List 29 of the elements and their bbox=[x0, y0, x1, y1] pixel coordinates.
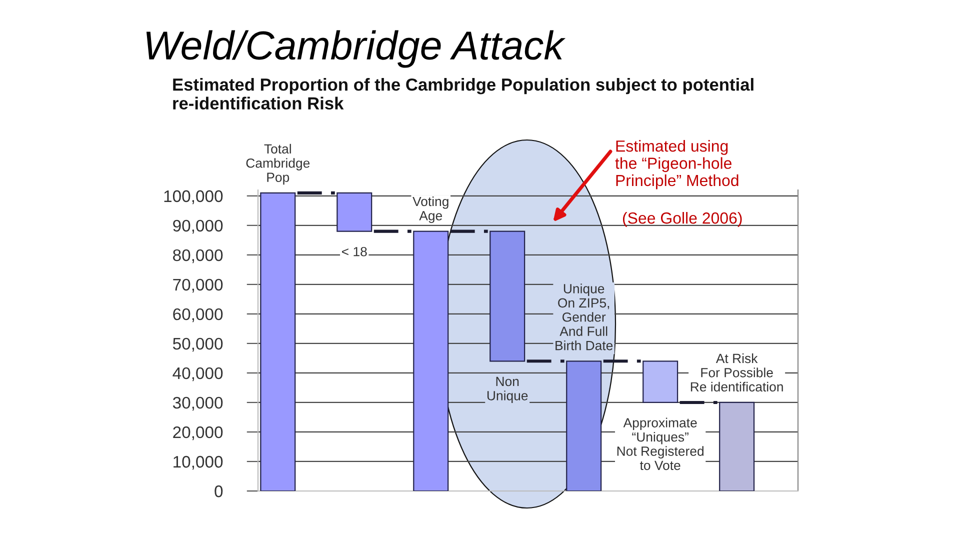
x-tick-label: Approximate “Uniques” Not Registered to Vote bbox=[617, 418, 704, 470]
y-tick-label: 40,000 bbox=[172, 367, 223, 382]
y-tick-label: 100,000 bbox=[164, 190, 223, 204]
y-tick-label: 90,000 bbox=[173, 220, 223, 234]
y-tick-label: 10,000 bbox=[174, 456, 223, 470]
x-tick-label: < 18 bbox=[342, 246, 367, 256]
x-tick-label: Non Unique bbox=[487, 376, 528, 403]
y-tick-label: 60,000 bbox=[173, 308, 223, 322]
bar bbox=[490, 230, 526, 362]
y-tick-label: 20,000 bbox=[173, 426, 223, 440]
chart-title: Weld/Cambridge Attack bbox=[146, 30, 566, 68]
annotation: (See Golle 2006) bbox=[622, 212, 742, 227]
bar bbox=[719, 402, 755, 491]
y-tick-label: 0 bbox=[214, 485, 223, 498]
y-tick-label: 70,000 bbox=[173, 278, 223, 293]
x-tick-label: At Risk For Possible Re identification bbox=[690, 353, 783, 392]
text: Estimated using the “Pigeon-hole Principle” Method bbox=[615, 140, 738, 190]
x-tick-label: Unique On ZIP5, Gender And Full Birth Date bbox=[556, 284, 613, 350]
y-tick-label: 50,000 bbox=[172, 338, 223, 352]
bar bbox=[642, 360, 678, 404]
bar bbox=[566, 360, 602, 491]
y-tick-label: 80,000 bbox=[173, 249, 223, 264]
bar bbox=[336, 192, 372, 232]
x-tick-label: Voting Age bbox=[412, 196, 448, 223]
y-tick-label: 30,000 bbox=[172, 396, 223, 411]
chart-subtitle: Estimated Proportion of the Cambridge Population subject to potential re-identification Risk bbox=[173, 78, 754, 110]
bar bbox=[260, 192, 296, 491]
x-tick-label: Total Cambridge Pop bbox=[246, 144, 310, 185]
bar bbox=[413, 230, 449, 491]
